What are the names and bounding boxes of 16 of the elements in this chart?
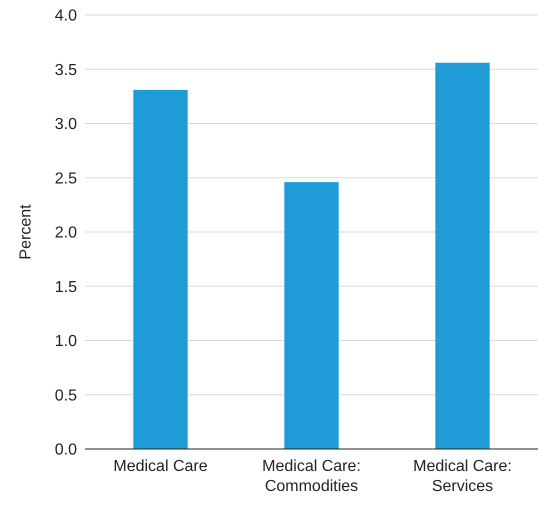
x-tick-label: Medical Care: Commodities	[262, 458, 361, 495]
y-tick-label: 4.0	[54, 8, 78, 25]
y-tick-label: 3.0	[54, 116, 78, 134]
x-tick-label: Medical Care: Services	[413, 458, 512, 495]
x-tick-label: Medical Care	[113, 458, 208, 475]
y-tick-label: 3.5	[54, 62, 78, 79]
y-tick-label: 0.0	[54, 442, 78, 459]
y-tick-label: 1.5	[54, 278, 78, 296]
y-axis-title: Percent	[18, 204, 35, 260]
y-tick-label: 2.5	[54, 170, 78, 188]
y-tick-label: 0.5	[54, 387, 78, 404]
bar	[133, 90, 188, 449]
bar	[284, 182, 339, 449]
y-tick-label: 2.0	[54, 224, 78, 242]
y-tick-label: 1.0	[54, 333, 78, 350]
bar	[435, 62, 490, 449]
